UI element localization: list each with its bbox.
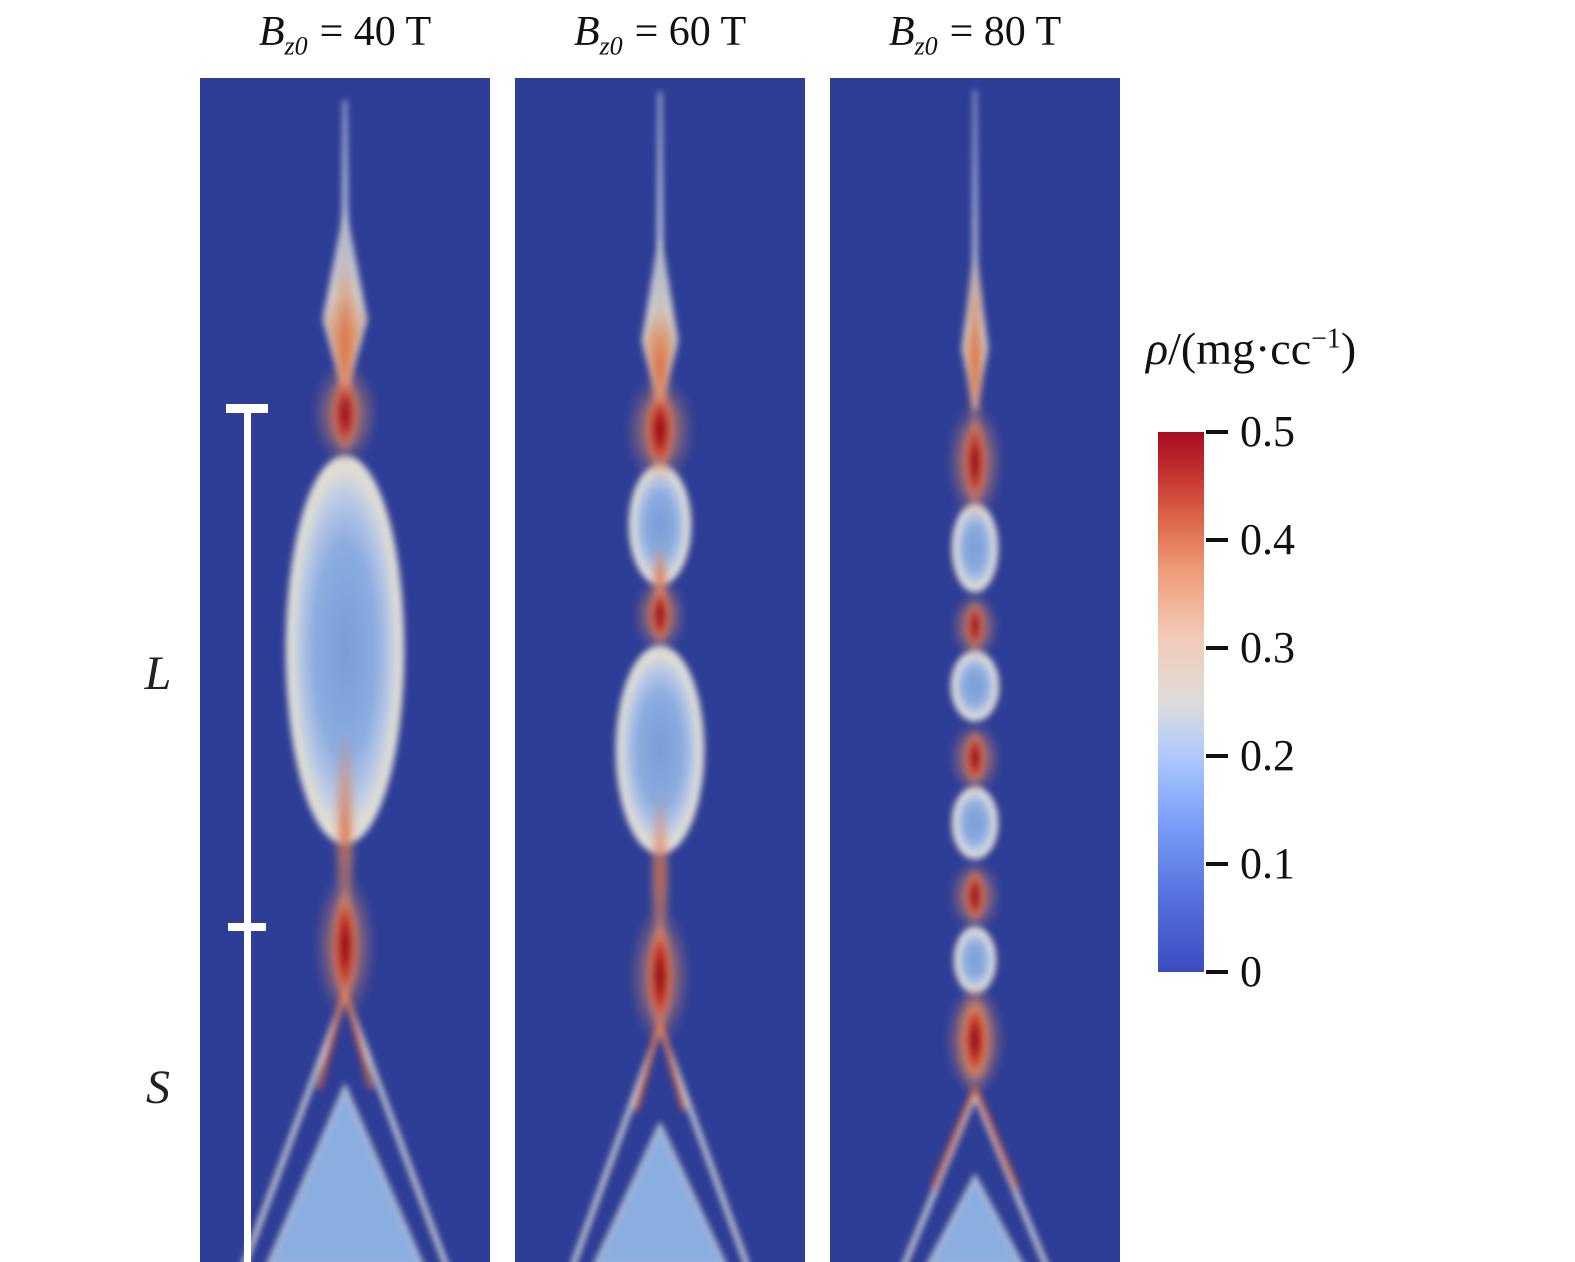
title-subscript: z0 <box>914 31 938 61</box>
colorbar-label-close: ) <box>1340 323 1357 374</box>
colorbar-label-symbol: ρ <box>1146 323 1169 374</box>
label-L: L <box>144 647 172 700</box>
panel-title-80T: Bz0 = 80 T <box>830 8 1120 61</box>
panel-title-40T: Bz0 = 40 T <box>200 8 490 61</box>
colorbar-tick <box>1206 862 1228 866</box>
colorbar-tick <box>1206 538 1228 542</box>
colorbar-tick-label: 0.3 <box>1240 623 1295 672</box>
scale-bar <box>244 408 251 1262</box>
density-map-60T <box>515 78 805 1262</box>
colorbar-gradient <box>1158 432 1204 972</box>
colorbar-tick-label: 0.4 <box>1240 515 1295 564</box>
colorbar-tick-label: 0.1 <box>1240 839 1295 888</box>
title-subscript: z0 <box>284 31 308 61</box>
colorbar-ticks: 0.5 0.4 0.3 0.2 0.1 0 <box>1204 407 1374 996</box>
colorbar-tick-label: 0 <box>1240 947 1262 996</box>
panel-60T <box>515 78 805 1262</box>
density-map-80T <box>830 78 1120 1262</box>
title-subscript: z0 <box>599 31 623 61</box>
colorbar-tick <box>1206 430 1228 434</box>
label-S: S <box>146 1061 170 1114</box>
title-variable: B <box>573 9 600 55</box>
title-variable: B <box>258 9 285 55</box>
colorbar-label-exponent: −1 <box>1311 323 1341 355</box>
colorbar-tick-label: 0.2 <box>1240 731 1295 780</box>
density-map-40T <box>200 78 490 1262</box>
panel-80T <box>830 78 1120 1262</box>
panel-title-60T: Bz0 = 60 T <box>515 8 805 61</box>
colorbar-tick <box>1206 646 1228 650</box>
title-variable: B <box>888 9 915 55</box>
colorbar-label: ρ/(mg·cc−1) <box>1146 322 1356 375</box>
panel-40T <box>200 78 490 1262</box>
scale-bar-cap-mid <box>228 923 266 931</box>
title-value: = 40 T <box>319 9 432 55</box>
colorbar-tick <box>1206 970 1228 974</box>
colorbar-tick <box>1206 754 1228 758</box>
title-value: = 80 T <box>949 9 1062 55</box>
colorbar-tick-label: 0.5 <box>1240 407 1295 456</box>
title-value: = 60 T <box>634 9 747 55</box>
colorbar-label-body: /(mg·cc <box>1168 323 1312 374</box>
